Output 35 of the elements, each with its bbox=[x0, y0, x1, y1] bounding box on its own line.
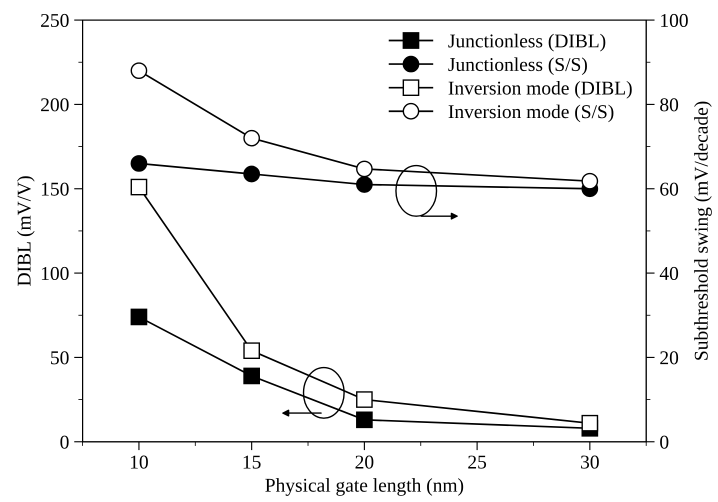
y2-tick-label: 100 bbox=[661, 14, 688, 28]
y2-tick-label: 40 bbox=[660, 266, 678, 280]
x-axis-title: Physical gate length (nm) bbox=[265, 478, 464, 496]
point bbox=[356, 176, 373, 193]
point bbox=[243, 342, 260, 360]
y-tick-label: 250 bbox=[41, 14, 69, 28]
legend-label: Junctionless (DIBL) bbox=[448, 34, 606, 52]
point bbox=[582, 414, 598, 432]
point bbox=[356, 391, 373, 408]
y-axis-title: DIBL (mV/V) bbox=[17, 176, 35, 286]
y-tick-label: 50 bbox=[51, 351, 69, 364]
y-tick-label: 150 bbox=[42, 182, 69, 196]
x-tick-label: 30 bbox=[581, 456, 599, 469]
y2-tick-label: 0 bbox=[660, 436, 668, 449]
y-tick-label: 0 bbox=[60, 436, 69, 449]
legend-label: Inversion mode (DIBL) bbox=[448, 80, 632, 99]
y2-tick-label: 80 bbox=[660, 98, 678, 112]
y2-tick-label: 60 bbox=[660, 182, 678, 196]
x-tick-label: 25 bbox=[468, 456, 486, 469]
y-tick-label: 100 bbox=[42, 266, 69, 280]
point bbox=[582, 172, 598, 190]
point bbox=[243, 368, 260, 384]
legend-label: Junctionless (S/S) bbox=[448, 57, 587, 76]
x-tick-label: 20 bbox=[356, 456, 374, 469]
x-tick-label: 10 bbox=[130, 456, 148, 469]
legend-label: Inversion mode (S/S) bbox=[448, 104, 614, 122]
x-tick-label: 15 bbox=[244, 456, 261, 469]
point bbox=[356, 412, 373, 428]
y2-tick-label: 20 bbox=[660, 351, 678, 364]
y2-axis-title: Subthreshold swing (mV/decade) bbox=[694, 102, 712, 360]
y-tick-label: 200 bbox=[41, 98, 69, 112]
point bbox=[130, 155, 148, 172]
point bbox=[130, 178, 148, 196]
point bbox=[130, 308, 148, 326]
point bbox=[243, 166, 260, 182]
